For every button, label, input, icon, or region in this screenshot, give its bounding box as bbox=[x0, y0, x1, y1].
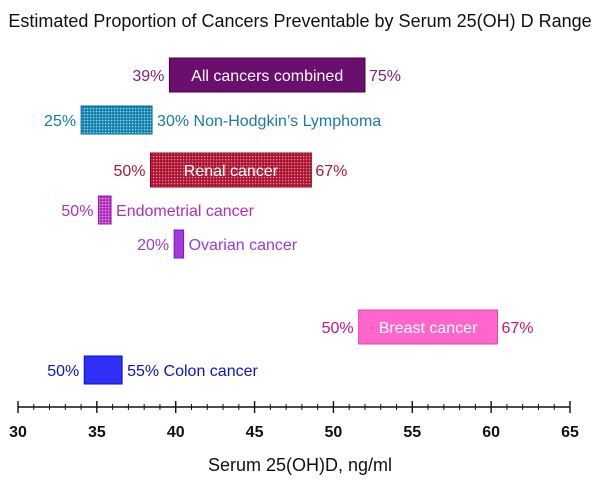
bar-low-pct-breast-cancer: 50% bbox=[322, 320, 354, 337]
x-tick-label-55: 55 bbox=[403, 424, 421, 441]
x-axis: 30 35 40 45 50 55 60 65 bbox=[9, 401, 579, 441]
x-tick-label-65: 65 bbox=[561, 424, 579, 441]
bar-high-pct-breast-cancer: 67% bbox=[501, 320, 533, 337]
bar-endometrial-cancer bbox=[97, 195, 112, 225]
x-tick-label-30: 30 bbox=[9, 424, 27, 441]
bar-colon-cancer bbox=[83, 355, 123, 385]
bar-right-label-ovarian-cancer: Ovarian cancer bbox=[189, 237, 298, 254]
bar-name-renal-cancer: Renal cancer bbox=[184, 163, 279, 180]
bar-group-ovarian-cancer: 20% Ovarian cancer bbox=[137, 229, 298, 259]
bar-right-label-endometrial-cancer: Endometrial cancer bbox=[116, 203, 255, 220]
bar-high-pct-all-cancers-combined: 75% bbox=[369, 68, 401, 85]
bar-group-breast-cancer: 50% Breast cancer 67% bbox=[322, 309, 533, 345]
x-axis-label: Serum 25(OH)D, ng/ml bbox=[208, 455, 392, 475]
bar-low-pct-ovarian-cancer: 20% bbox=[137, 237, 169, 254]
bar-ovarian-cancer bbox=[173, 229, 185, 259]
x-tick-label-40: 40 bbox=[167, 424, 185, 441]
bar-high-pct-renal-cancer: 67% bbox=[315, 163, 347, 180]
bar-name-all-cancers-combined: All cancers combined bbox=[191, 68, 343, 85]
bar-low-pct-non-hodgkin-s-lymphoma: 25% bbox=[44, 113, 76, 130]
bar-breast-cancer bbox=[358, 309, 498, 345]
x-tick-label-45: 45 bbox=[246, 424, 264, 441]
bar-non-hodgkin-s-lymphoma bbox=[80, 105, 153, 135]
x-tick-label-35: 35 bbox=[88, 424, 106, 441]
bars-layer: 39% All cancers combined 75% 25% 30% Non-Hod… bbox=[44, 57, 533, 385]
x-tick-label-60: 60 bbox=[482, 424, 500, 441]
chart-title: Estimated Proportion of Cancers Preventa… bbox=[8, 11, 591, 31]
bar-group-colon-cancer: 50% 55% Colon cancer bbox=[47, 355, 259, 385]
bar-group-endometrial-cancer: 50% Endometrial cancer bbox=[61, 195, 255, 225]
bar-group-non-hodgkin-s-lymphoma: 25% 30% Non-Hodgkin’s Lymphoma bbox=[44, 105, 381, 135]
bar-low-pct-renal-cancer: 50% bbox=[113, 163, 145, 180]
bar-name-breast-cancer: Breast cancer bbox=[379, 320, 478, 337]
bar-right-label-non-hodgkin-s-lymphoma: 30% Non-Hodgkin’s Lymphoma bbox=[157, 113, 381, 130]
x-tick-label-50: 50 bbox=[325, 424, 343, 441]
bar-renal-cancer bbox=[149, 152, 312, 188]
bar-group-all-cancers-combined: 39% All cancers combined 75% bbox=[132, 57, 401, 93]
bar-low-pct-endometrial-cancer: 50% bbox=[61, 203, 93, 220]
bar-right-label-colon-cancer: 55% Colon cancer bbox=[127, 363, 258, 380]
bar-all-cancers-combined bbox=[168, 57, 366, 93]
bar-group-renal-cancer: 50% Renal cancer 67% bbox=[113, 152, 347, 188]
bar-low-pct-all-cancers-combined: 39% bbox=[132, 68, 164, 85]
bar-low-pct-colon-cancer: 50% bbox=[47, 363, 79, 380]
